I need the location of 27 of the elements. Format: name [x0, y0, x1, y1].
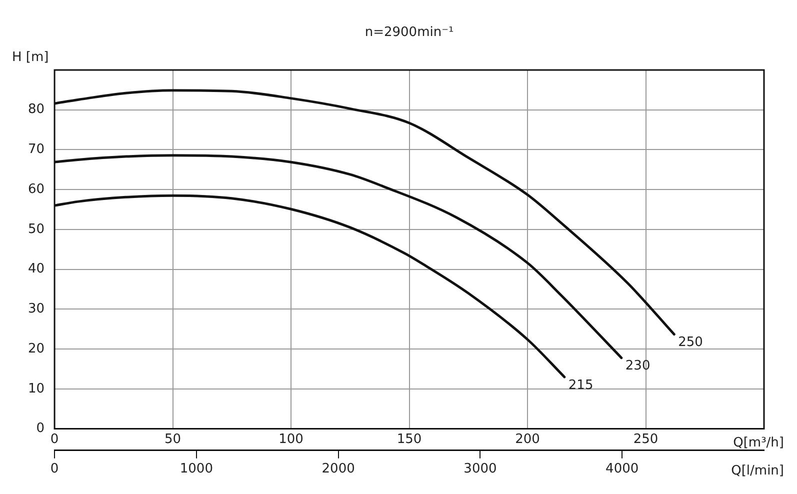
x2-tick-label: 0 — [50, 462, 59, 477]
y-tick-label: 60 — [28, 182, 45, 197]
y-tick-label: 10 — [28, 381, 45, 396]
x-axis-title: Q[m³/h] — [733, 436, 784, 451]
x2-tick-label: 3000 — [464, 462, 497, 477]
x-tick-label: 250 — [633, 432, 658, 447]
y-tick-label: 80 — [28, 102, 45, 118]
y-tick-label: 70 — [28, 142, 45, 158]
series-label: 250 — [678, 335, 703, 350]
y-tick-label: 20 — [28, 341, 45, 356]
series-label: 215 — [568, 378, 594, 393]
y-tick-label: 30 — [28, 302, 45, 317]
y-tick-label: 50 — [28, 222, 45, 237]
series-label: 230 — [625, 358, 650, 374]
chart-title: n=2900min⁻¹ — [364, 24, 454, 40]
x-tick-label: 200 — [515, 432, 540, 447]
y-axis-title: H [m] — [12, 50, 49, 65]
x2-tick-label: 1000 — [180, 462, 213, 477]
x-tick-label: 50 — [164, 432, 182, 447]
x-tick-label: 100 — [278, 432, 304, 447]
x2-axis-title: Q[l/min] — [731, 463, 784, 478]
x2-tick-label: 2000 — [322, 462, 355, 477]
x-tick-label: 150 — [396, 432, 422, 447]
x2-tick-label: 4000 — [606, 462, 639, 477]
y-tick-label: 40 — [28, 262, 45, 277]
y-tick-label: 0 — [36, 421, 45, 436]
x-tick-label: 0 — [50, 432, 59, 447]
